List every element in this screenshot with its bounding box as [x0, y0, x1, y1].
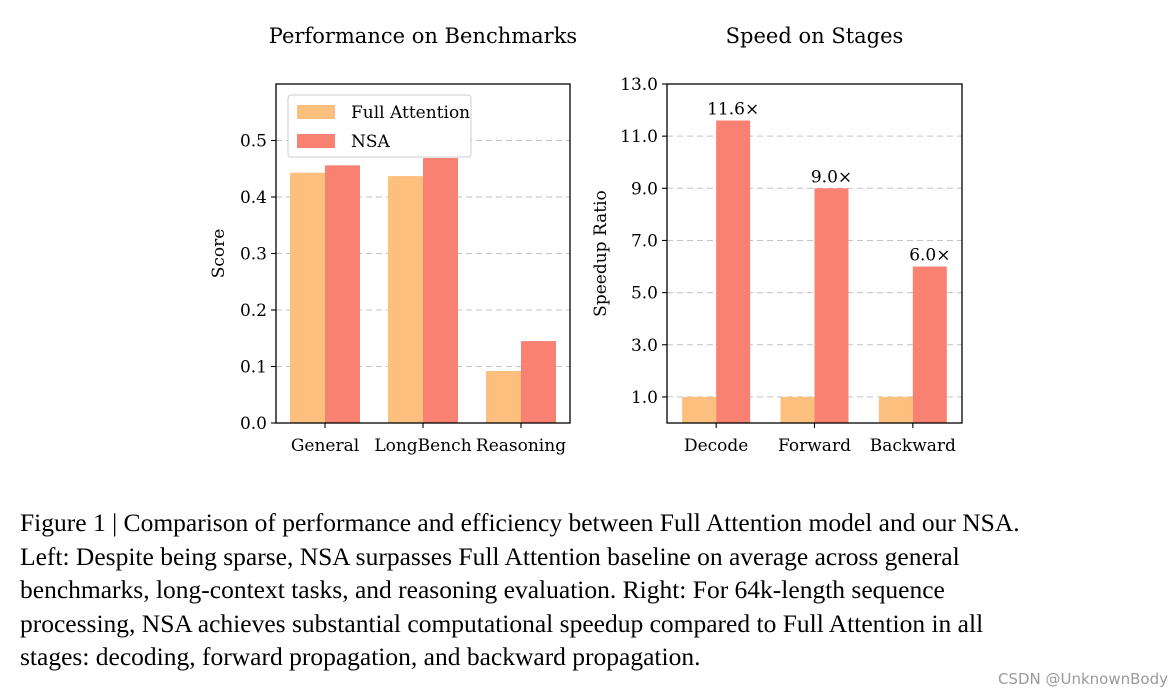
chart2-ytick-label: 13.0 — [620, 75, 658, 95]
chart2-xtick-label: Forward — [778, 436, 851, 456]
chart1-legend-swatch — [297, 134, 335, 148]
chart2-ylabel: Speedup Ratio — [591, 190, 611, 317]
chart1-legend-label: Full Attention — [351, 103, 470, 123]
chart1-xtick-label: General — [291, 436, 359, 456]
caption-line: Left: Despite being sparse, NSA surpasse… — [20, 541, 960, 571]
chart1-ytick-label: 0.3 — [240, 245, 267, 265]
chart2-data-label: 11.6× — [707, 100, 759, 120]
chart2-xtick-label: Backward — [870, 436, 956, 456]
chart2-ytick-label: 11.0 — [620, 127, 658, 147]
chart1-bar-full-attention — [486, 371, 521, 423]
chart1-ytick-label: 0.4 — [240, 188, 267, 208]
chart1-bar-nsa — [325, 165, 360, 424]
chart2-data-label: 6.0× — [909, 246, 950, 266]
chart2-bar-full-attention — [780, 396, 815, 423]
chart1-xtick-label: Reasoning — [476, 436, 566, 456]
chart1-ytick-label: 0.1 — [240, 358, 267, 378]
chart2-xtick-label: Decode — [684, 436, 748, 456]
chart2-data-label: 9.0× — [811, 167, 852, 187]
chart1-legend-label: NSA — [351, 132, 391, 152]
chart2-ytick-label: 9.0 — [631, 179, 658, 199]
watermark: CSDN @UnknownBody — [997, 670, 1168, 688]
figure-caption: Figure 1 | Comparison of performance and… — [20, 506, 1160, 674]
chart1-legend-swatch — [297, 105, 335, 119]
chart2-bar-nsa — [912, 266, 947, 423]
chart1-ytick-label: 0.5 — [240, 132, 267, 152]
caption-line: Figure 1 | Comparison of performance and… — [20, 508, 1020, 537]
caption-line: benchmarks, long-context tasks, and reas… — [20, 575, 945, 604]
caption-line: stages: decoding, forward propagation, a… — [20, 642, 701, 671]
chart2-bar-full-attention — [682, 396, 717, 423]
chart1-bar-full-attention — [388, 176, 423, 423]
chart1-ytick-label: 0.0 — [240, 414, 267, 434]
chart2-bar-full-attention — [878, 396, 913, 423]
caption-line: processing, NSA achieves substantial com… — [20, 608, 984, 638]
chart1-title: Performance on Benchmarks — [269, 24, 577, 48]
chart2-ytick-label: 3.0 — [631, 336, 658, 356]
chart1-axes-frame — [275, 83, 571, 424]
chart1-bar-full-attention — [290, 172, 325, 423]
chart2-bar-nsa — [814, 188, 849, 423]
chart1-bar-nsa — [423, 158, 458, 423]
chart2-ytick-label: 5.0 — [631, 284, 658, 304]
chart2-title: Speed on Stages — [726, 24, 904, 48]
figure-canvas: Performance on Benchmarks 0.0 0.1 0.2 0.3 0.4… — [209, 24, 963, 456]
chart2-ytick-label: 7.0 — [631, 231, 658, 251]
chart1-ylabel: Score — [209, 229, 229, 279]
chart2-ytick-label: 1.0 — [631, 388, 658, 408]
chart2-axes-frame — [666, 83, 963, 424]
chart1-bar-nsa — [521, 341, 556, 423]
chart2-bar-nsa — [716, 120, 751, 423]
chart1-xtick-label: LongBench — [374, 436, 471, 456]
chart1-ytick-label: 0.2 — [240, 301, 267, 321]
